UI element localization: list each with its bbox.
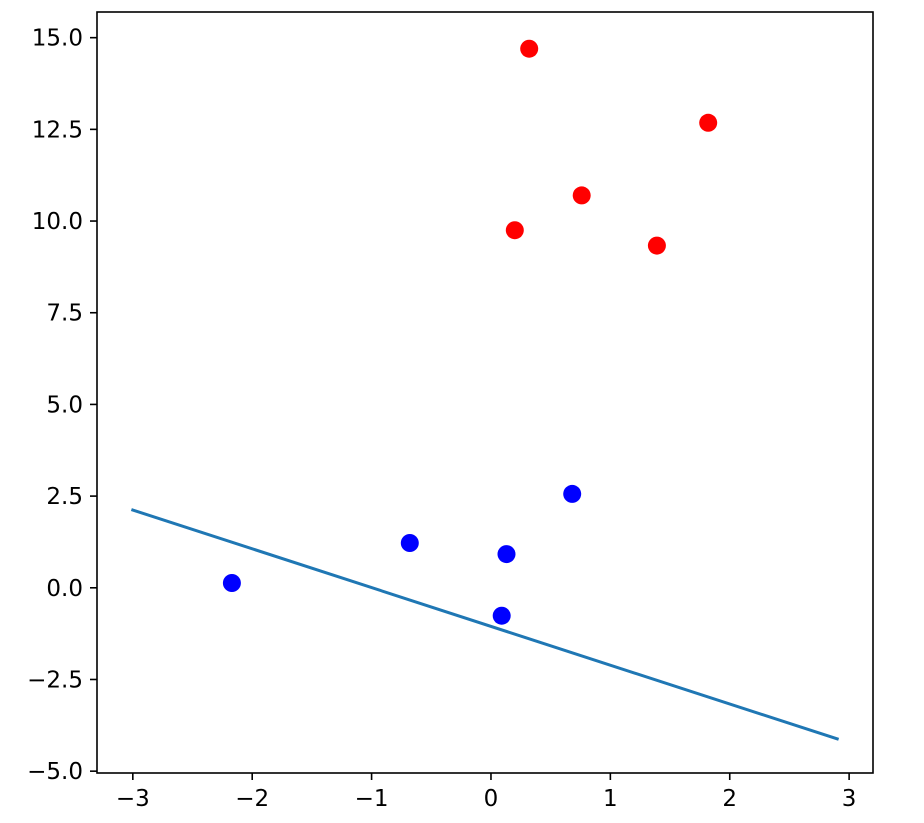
y-tick-label: −2.5 — [27, 667, 83, 693]
scatter-point-1-1 — [400, 534, 419, 552]
x-tick-label: 3 — [842, 786, 857, 812]
y-tick-label: 10.0 — [32, 209, 83, 235]
x-tick-label: 1 — [603, 786, 618, 812]
scatter-point-0-4 — [647, 236, 666, 255]
y-tick-label: 12.5 — [32, 117, 83, 143]
scatter-point-0-3 — [505, 221, 524, 240]
y-tick-label: −5.0 — [27, 759, 83, 785]
x-tick-label: −3 — [116, 786, 150, 812]
y-tick-label: 5.0 — [46, 392, 83, 418]
y-tick-label: 15.0 — [32, 26, 83, 52]
y-tick-label: 7.5 — [46, 301, 83, 327]
plot-frame — [96, 11, 874, 774]
axes-layer: −3 −2 −1 0 1 2 3 −5.0 −2.5 0.0 2.5 5.0 7.5 10.0 12.5 15… — [27, 26, 856, 812]
x-tick-label: 2 — [722, 786, 737, 812]
x-tick-label: −2 — [235, 786, 269, 812]
scatter-point-1-2 — [497, 545, 516, 564]
y-tick-label: 2.5 — [46, 484, 83, 510]
x-tick-label: 0 — [484, 786, 499, 812]
scatter-point-0-0 — [520, 39, 539, 58]
scatter-point-0-1 — [699, 113, 718, 132]
series-layer — [130, 39, 840, 741]
scatter-point-0-2 — [572, 186, 591, 205]
scatter-point-1-4 — [492, 606, 511, 625]
y-tick-label: 0.0 — [46, 576, 83, 602]
fit-line — [130, 508, 840, 741]
scatter-point-1-0 — [563, 484, 582, 503]
x-tick-label: −1 — [355, 786, 389, 812]
scatter-point-1-3 — [222, 574, 241, 592]
